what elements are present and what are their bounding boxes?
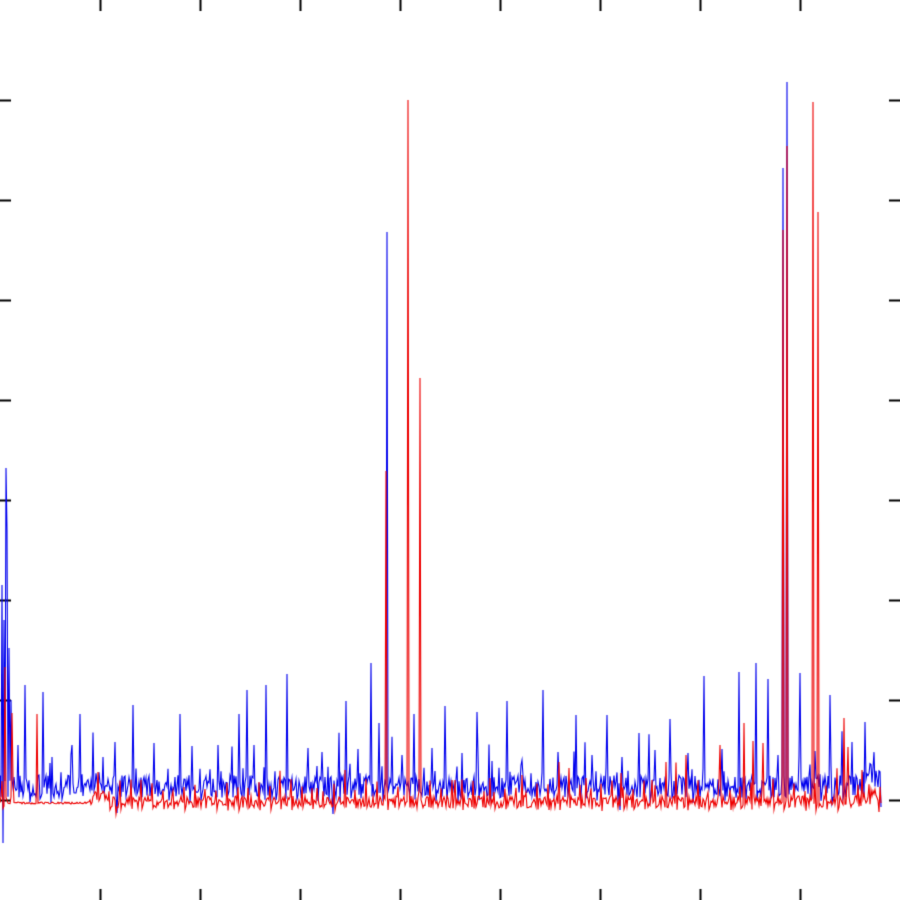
- signal-plot-canvas: [0, 0, 900, 900]
- figure-area: [0, 0, 900, 900]
